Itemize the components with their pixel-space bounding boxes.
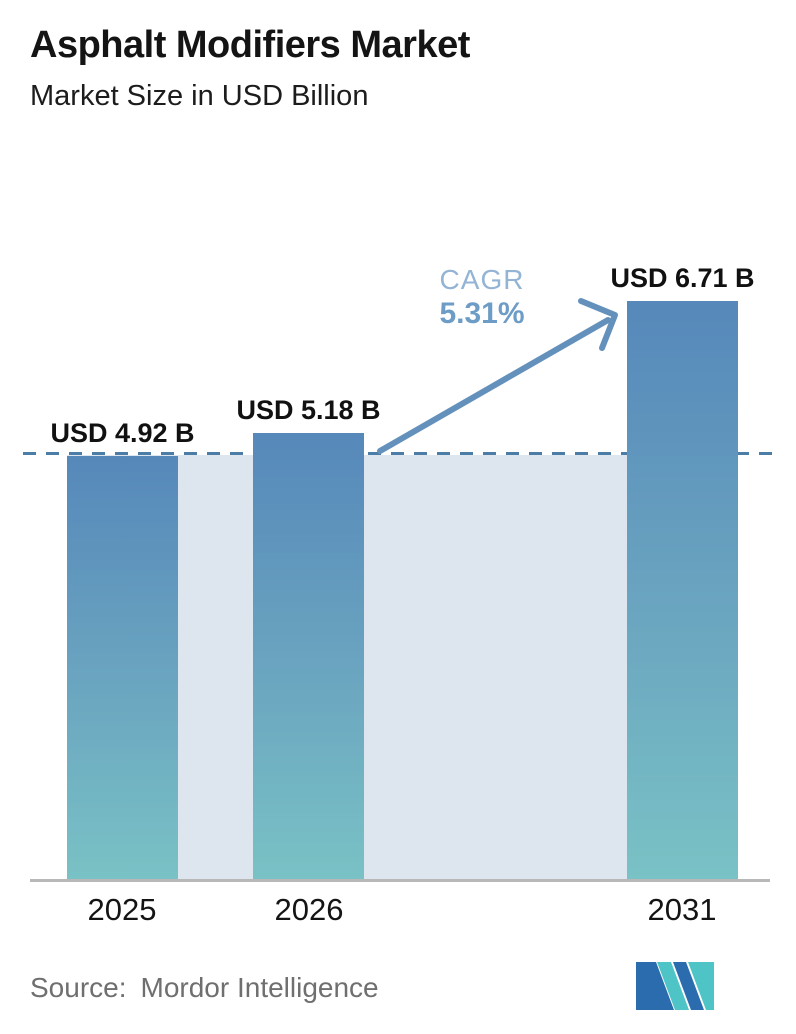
- page-title: Asphalt Modifiers Market: [30, 24, 470, 66]
- bar-column-2025: USD 4.92 B: [50, 420, 195, 881]
- page-subtitle: Market Size in USD Billion: [30, 80, 369, 112]
- x-tick-2025: 2025: [87, 892, 157, 927]
- x-tick-2026: 2026: [274, 892, 344, 927]
- x-tick-2031: 2031: [647, 892, 717, 927]
- source-attribution: Source: Mordor Intelligence: [30, 972, 379, 1004]
- source-label: Source:: [30, 972, 127, 1003]
- bar-value-label-2025: USD 4.92 B: [50, 418, 195, 448]
- mordor-intelligence-logo-icon: [636, 962, 714, 1010]
- cagr-value: 5.31%: [439, 297, 525, 331]
- cagr-annotation: CAGR 5.31%: [418, 264, 546, 332]
- bar-column-2026: USD 5.18 B: [236, 397, 381, 881]
- source-value: Mordor Intelligence: [140, 972, 379, 1003]
- bar-value-label-2031: USD 6.71 B: [610, 263, 755, 293]
- bar-2025: [67, 456, 178, 881]
- bar-2026: [253, 433, 364, 881]
- cagr-label: CAGR: [439, 264, 525, 295]
- bar-value-label-2026: USD 5.18 B: [236, 395, 381, 425]
- x-axis-line: [30, 879, 770, 882]
- bar-column-2031: USD 6.71 B: [610, 265, 755, 881]
- bar-2031: [627, 301, 738, 881]
- reference-band: [67, 455, 738, 881]
